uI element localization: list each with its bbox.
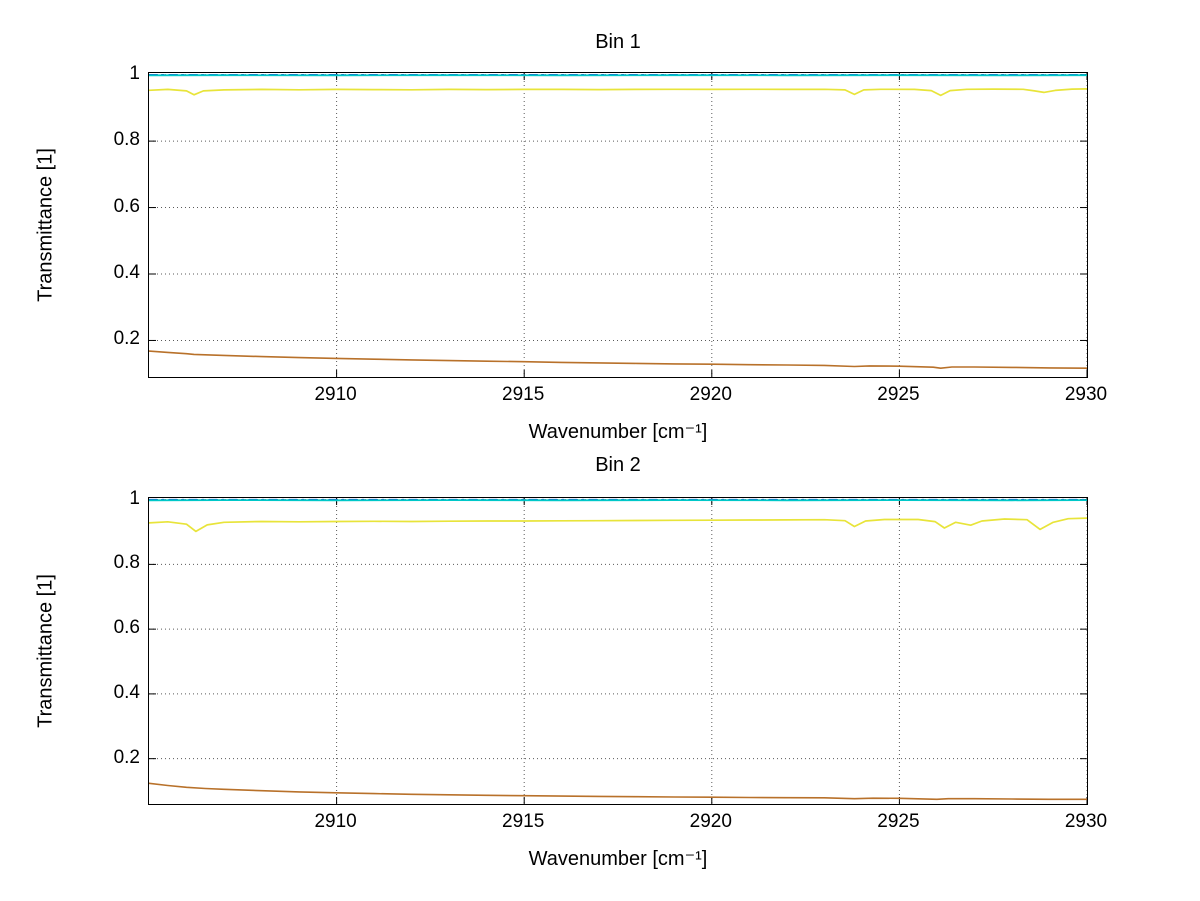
y-axis-label-bin2: Transmittance [1] <box>34 574 57 728</box>
x-axis-label-bin1: Wavenumber [cm⁻¹] <box>528 421 708 443</box>
plot-area-bin1 <box>148 72 1088 378</box>
x-tick-label: 2930 <box>1064 811 1108 832</box>
x-tick-label: 2915 <box>502 384 545 405</box>
x-tick-label: 2925 <box>877 384 920 405</box>
series-upper-spectrum-yellow <box>149 88 1087 97</box>
chart-title-bin2: Bin 2 <box>595 454 641 476</box>
plot-area-bin2 <box>148 497 1088 805</box>
x-tick-label: 2915 <box>502 811 545 832</box>
chart-title-bin1: Bin 1 <box>595 31 641 53</box>
y-tick-label: 0.8 <box>113 129 140 151</box>
x-tick-label: 2910 <box>314 811 357 832</box>
y-tick-label: 0.2 <box>113 328 140 350</box>
y-tick-label: 0.4 <box>113 262 140 283</box>
y-tick-label: 0.6 <box>113 195 140 217</box>
x-tick-label: 2910 <box>314 384 357 405</box>
y-tick-label: 1 <box>129 62 140 84</box>
x-tick-label: 2925 <box>877 811 920 832</box>
x-tick-label: 2920 <box>689 811 732 832</box>
y-tick-label: 0.6 <box>113 617 140 639</box>
y-tick-label: 1 <box>129 487 140 509</box>
y-tick-label: 0.2 <box>113 746 140 768</box>
y-axis-label-bin1: Transmittance [1] <box>34 148 57 302</box>
y-tick-label: 0.4 <box>113 681 140 703</box>
series-lower-spectrum-brown <box>149 350 1087 370</box>
x-tick-label: 2920 <box>689 384 732 405</box>
x-axis-label-bin2: Wavenumber [cm⁻¹] <box>528 848 708 870</box>
series-lower-spectrum-brown <box>149 782 1087 801</box>
x-tick-label: 2930 <box>1064 384 1108 405</box>
series-upper-spectrum-yellow <box>149 517 1087 533</box>
y-tick-label: 0.8 <box>113 552 140 574</box>
